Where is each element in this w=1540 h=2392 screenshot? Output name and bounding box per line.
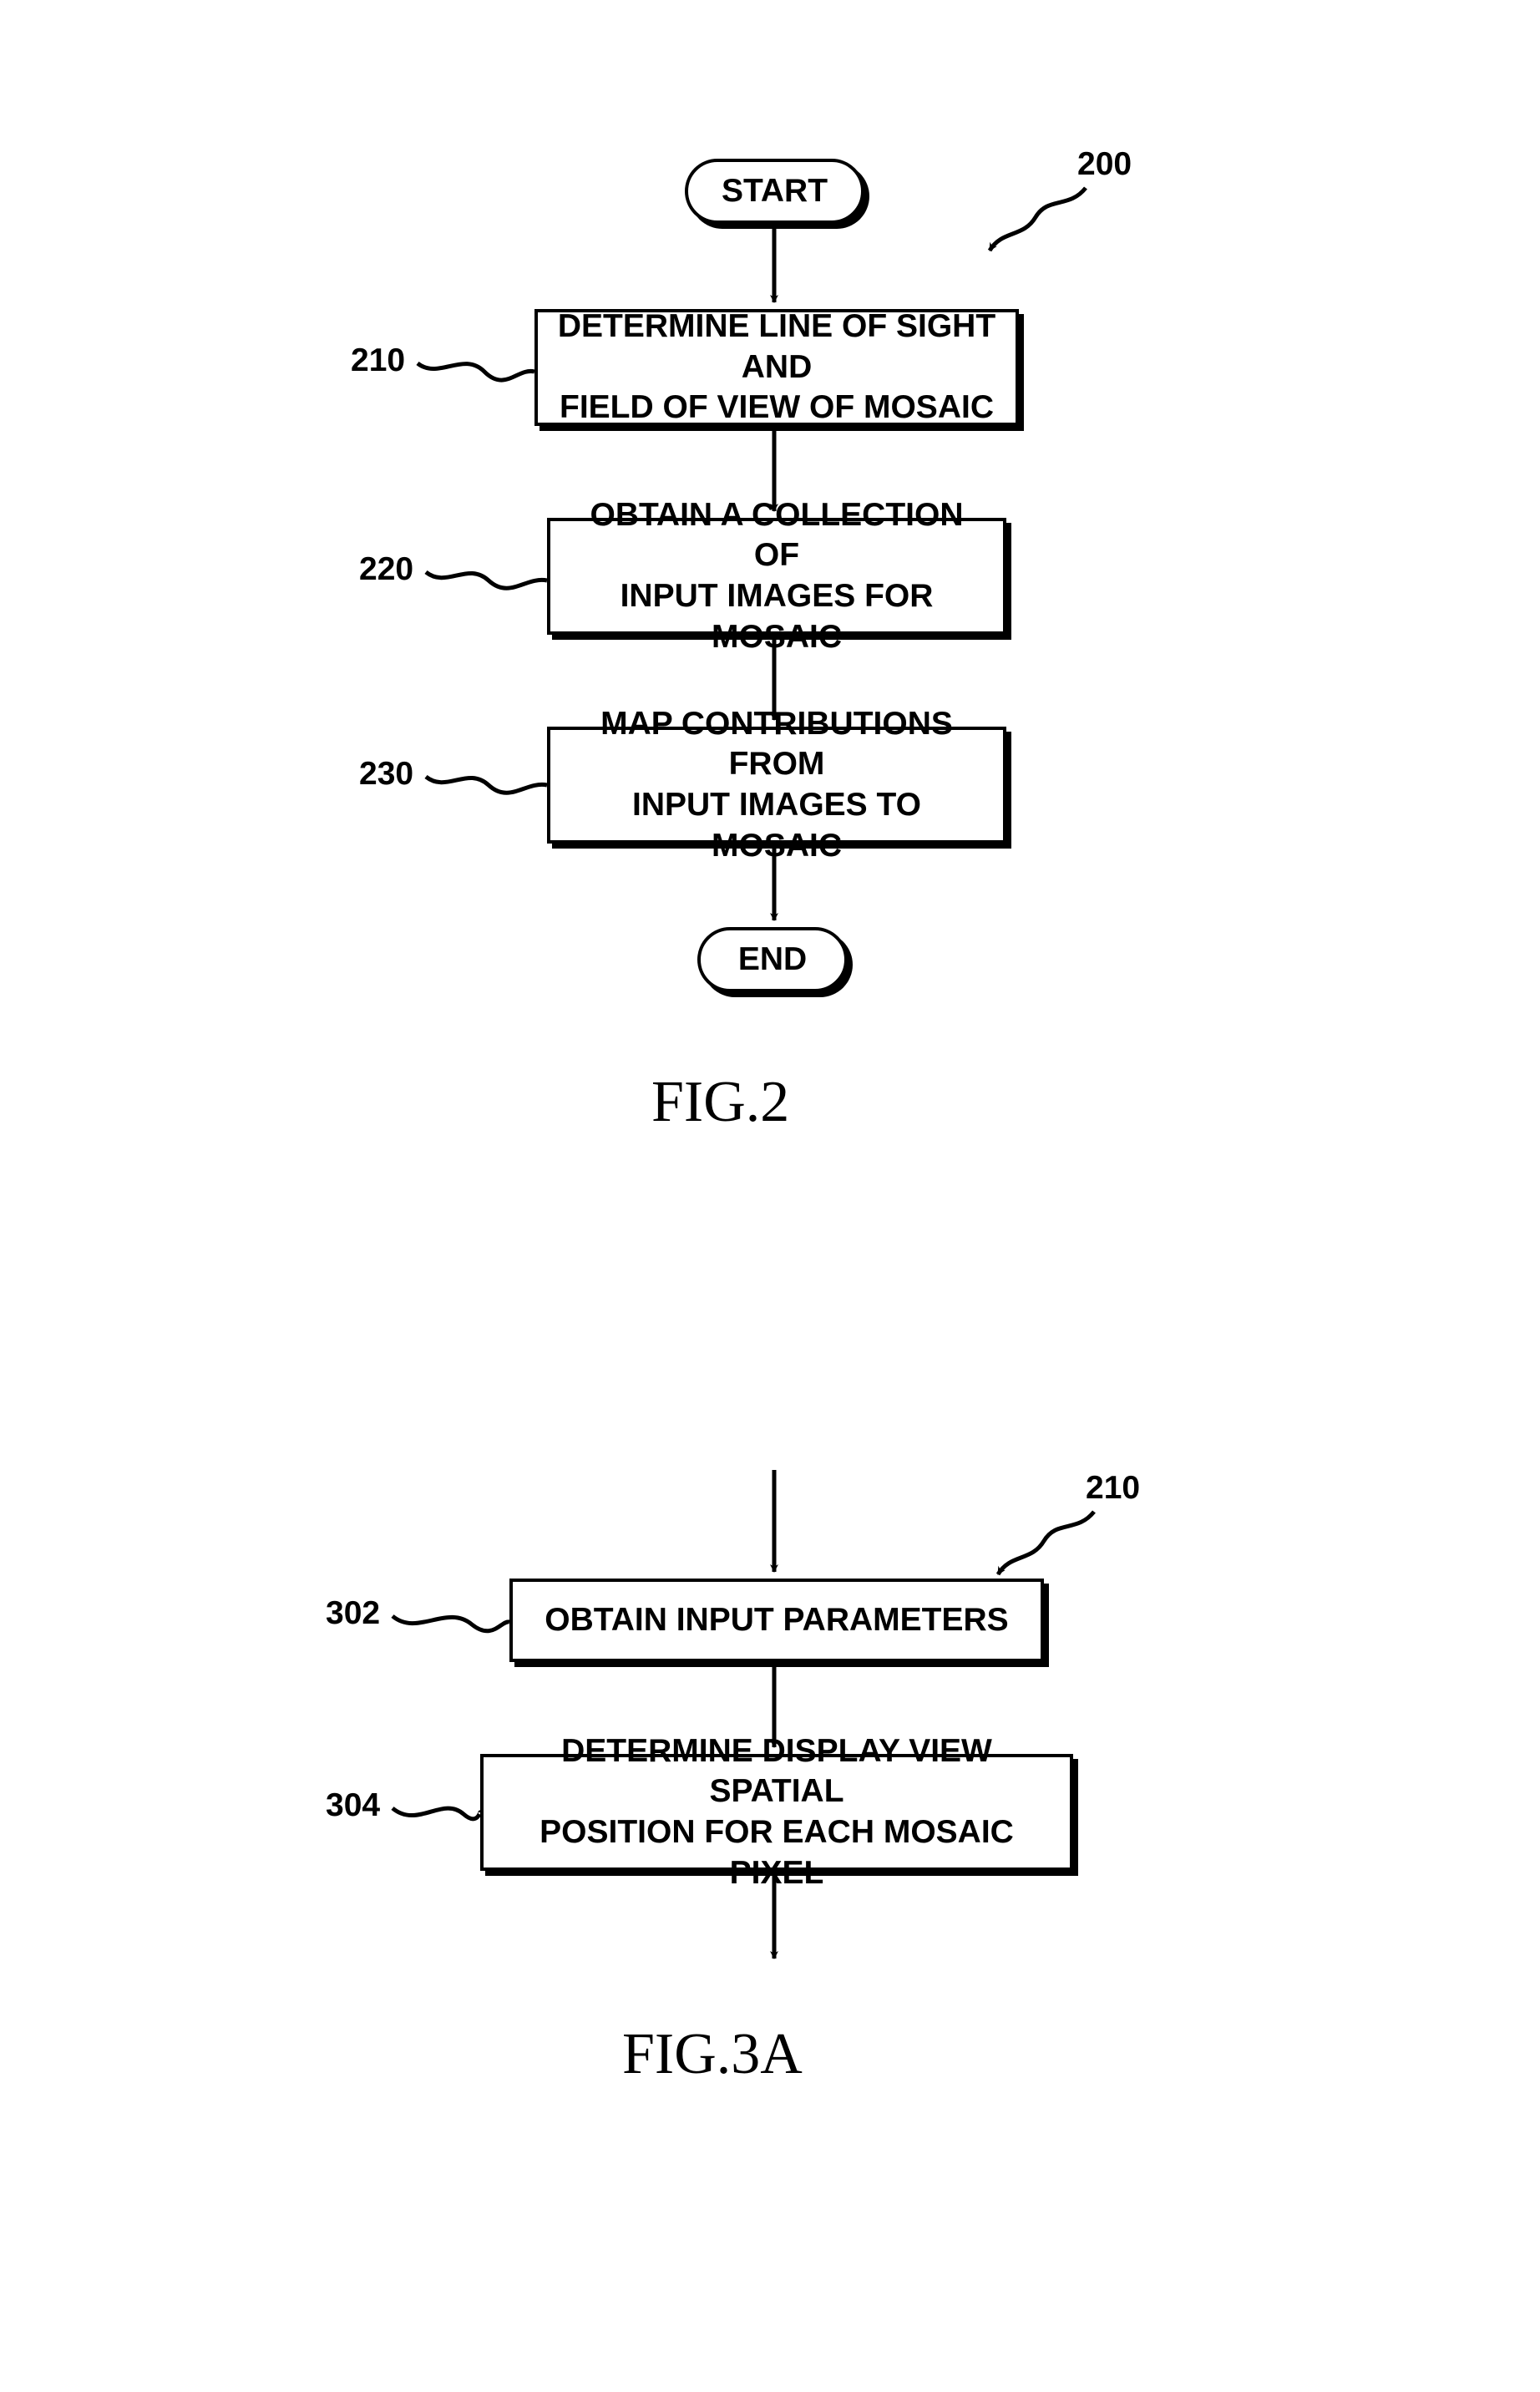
fig3a-step2-box: DETERMINE DISPLAY VIEW SPATIALPOSITION F… (480, 1754, 1073, 1871)
fig2-ref1: 210 (351, 342, 405, 379)
fig3a-step1-box: OBTAIN INPUT PARAMETERS (509, 1579, 1044, 1662)
start-terminal: START (685, 159, 864, 224)
fig2-step1-box: DETERMINE LINE OF SIGHT ANDFIELD OF VIEW… (534, 309, 1019, 426)
fig2-step3-text: MAP CONTRIBUTIONS FROMINPUT IMAGES TO MO… (567, 704, 986, 867)
fig3a-step2-text: DETERMINE DISPLAY VIEW SPATIALPOSITION F… (500, 1731, 1053, 1894)
fig3a-caption: FIG.3A (622, 2021, 803, 2088)
end-terminal: END (697, 927, 848, 992)
fig2-step3-box: MAP CONTRIBUTIONS FROMINPUT IMAGES TO MO… (547, 727, 1006, 844)
fig3a-ref1: 302 (326, 1595, 380, 1632)
fig3a-ref-main: 210 (1086, 1470, 1140, 1507)
diagram-container: START DETERMINE LINE OF SIGHT ANDFIELD O… (0, 0, 1540, 2392)
fig2-step2-box: OBTAIN A COLLECTION OFINPUT IMAGES FOR M… (547, 518, 1006, 635)
fig2-ref3: 230 (359, 756, 413, 793)
fig2-step1-text: DETERMINE LINE OF SIGHT ANDFIELD OF VIEW… (555, 307, 999, 428)
start-label: START (722, 173, 828, 210)
fig2-caption: FIG.2 (651, 1069, 789, 1136)
end-label: END (738, 941, 807, 978)
fig2-step2-text: OBTAIN A COLLECTION OFINPUT IMAGES FOR M… (567, 495, 986, 658)
fig2-ref-main: 200 (1077, 146, 1132, 183)
fig2-ref2: 220 (359, 551, 413, 588)
fig3a-step1-text: OBTAIN INPUT PARAMETERS (545, 1600, 1008, 1641)
fig3a-ref2: 304 (326, 1787, 380, 1824)
